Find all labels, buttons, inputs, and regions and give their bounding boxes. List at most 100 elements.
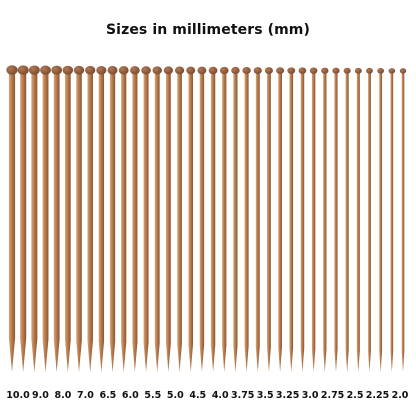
needle-shaft	[31, 72, 38, 372]
size-label: 4.5	[189, 390, 207, 401]
size-label: 3.5	[256, 390, 274, 401]
needle-27	[298, 67, 307, 372]
needle-4	[40, 65, 51, 372]
page-title: Sizes in millimeters (mm)	[105, 22, 310, 38]
needle-knob	[208, 66, 218, 75]
needle-14	[152, 66, 162, 372]
needle-17	[186, 66, 196, 372]
needle-knob	[175, 66, 185, 75]
needle-shaft	[121, 72, 127, 372]
needle-12	[130, 66, 140, 372]
size-label: 6.0	[121, 390, 139, 401]
size-label: 2.75	[320, 390, 345, 401]
needle-35	[388, 68, 396, 372]
needle-knob	[332, 67, 340, 74]
needle-2	[17, 65, 29, 372]
needle-8	[85, 65, 96, 372]
needle-shaft	[42, 72, 49, 372]
needle-knob	[6, 65, 18, 75]
needle-36	[399, 68, 407, 372]
needle-20	[219, 66, 229, 372]
needle-shaft	[345, 72, 349, 372]
size-label: 5.5	[144, 390, 162, 401]
needle-knob	[152, 66, 162, 75]
needle-11	[118, 66, 129, 372]
needle-knob	[73, 65, 85, 75]
needle-knob	[51, 65, 63, 75]
needle-knob	[85, 65, 96, 75]
needle-knob	[40, 65, 51, 75]
needle-30	[332, 67, 340, 372]
needle-knob	[141, 66, 151, 75]
needle-knob	[388, 68, 396, 74]
needle-shaft	[311, 72, 316, 372]
needle-knob	[321, 67, 329, 74]
size-label: 5.0	[166, 390, 184, 401]
needle-knob	[96, 65, 107, 75]
needle-23	[253, 67, 262, 372]
needle-shaft	[199, 72, 205, 372]
needle-knob	[366, 67, 373, 74]
size-label: 2.25	[365, 390, 390, 401]
needle-28	[309, 67, 318, 372]
needle-shaft	[87, 72, 93, 372]
needle-shaft	[356, 72, 360, 372]
needle-13	[141, 66, 151, 372]
needle-19	[208, 66, 218, 372]
needle-knob	[354, 67, 362, 74]
needle-knob	[343, 67, 351, 74]
size-label: 8.0	[54, 390, 72, 401]
needle-knob	[253, 67, 262, 75]
size-label: 7.0	[76, 390, 94, 401]
needle-32	[354, 67, 362, 372]
size-label: 4.0	[211, 390, 229, 401]
needle-shaft	[8, 72, 16, 372]
needle-knob	[17, 65, 29, 75]
needle-21	[231, 66, 240, 372]
needle-knob	[186, 66, 196, 75]
size-label: 2.0	[391, 390, 409, 401]
needle-22	[242, 67, 251, 372]
needle-knob	[197, 66, 207, 75]
needle-shaft	[244, 72, 249, 372]
needle-knob	[309, 67, 318, 74]
needle-shaft	[76, 72, 82, 372]
needle-15	[163, 66, 174, 372]
needle-7	[73, 65, 85, 372]
needle-shaft	[300, 72, 305, 372]
needle-25	[276, 67, 285, 372]
needle-3	[28, 65, 40, 372]
needle-shaft	[323, 72, 327, 372]
needle-6	[62, 65, 74, 372]
needle-knob	[264, 67, 273, 75]
needle-shaft	[289, 72, 294, 372]
needle-knob	[219, 66, 229, 75]
needle-shaft	[368, 72, 371, 372]
needle-knob	[118, 66, 129, 75]
needle-shaft	[154, 72, 160, 372]
needle-knob	[107, 66, 118, 75]
needle-1	[6, 65, 18, 372]
needle-shaft	[334, 72, 338, 372]
needle-shaft	[222, 72, 227, 372]
needle-knob	[399, 68, 407, 74]
needle-26	[287, 67, 296, 372]
needle-shaft	[20, 72, 27, 372]
needle-shaft	[98, 72, 105, 372]
needle-shaft	[53, 72, 60, 372]
needle-knob	[28, 65, 40, 75]
needle-10	[107, 66, 118, 372]
needle-shaft	[65, 72, 71, 372]
size-label: 10.0	[6, 390, 30, 401]
needle-shaft	[166, 72, 171, 372]
needle-knob	[231, 66, 240, 75]
needle-29	[321, 67, 329, 372]
needle-5	[51, 65, 63, 372]
needle-shaft	[255, 72, 260, 372]
size-label: 3.75	[230, 390, 255, 401]
needle-knob	[242, 67, 251, 75]
needle-shaft	[109, 72, 116, 372]
needle-knob	[377, 67, 384, 74]
needle-knob	[130, 66, 140, 75]
